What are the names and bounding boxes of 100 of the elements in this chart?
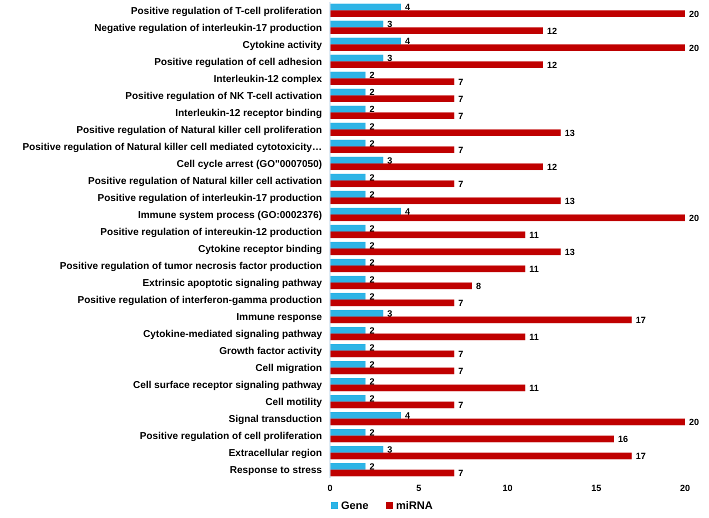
bar xyxy=(330,402,454,408)
bar xyxy=(330,384,526,392)
y-tick-label: Response to stress xyxy=(230,465,322,476)
data-label: 11 xyxy=(529,230,539,240)
y-tick-label: Growth factor activity xyxy=(219,346,322,358)
bar xyxy=(330,88,366,96)
y-tick-label: Positive regulation of Natural killer cell activation xyxy=(88,176,322,187)
data-label: 4 xyxy=(405,36,410,46)
y-tick-label: Positive regulation of tumor necrosis factor production xyxy=(60,261,322,272)
bar xyxy=(330,20,384,28)
data-label: 3 xyxy=(387,53,392,64)
y-tick-label: Positive regulation of intereukin-12 production xyxy=(100,226,322,238)
data-label: 13 xyxy=(564,196,575,206)
bar xyxy=(330,122,366,130)
y-tick-label: Positive regulation of cell adhesion xyxy=(154,56,322,68)
bar xyxy=(330,446,384,453)
bar xyxy=(330,180,454,188)
data-label: 7 xyxy=(458,110,464,121)
data-label: 16 xyxy=(618,434,628,444)
data-label: 20 xyxy=(689,417,700,428)
bar xyxy=(330,300,454,306)
bar xyxy=(330,174,366,180)
bar xyxy=(330,334,526,340)
legend-label: miRNA xyxy=(396,500,433,512)
data-label: 12 xyxy=(547,60,558,70)
data-label: 12 xyxy=(547,26,558,36)
data-label: 7 xyxy=(458,349,464,360)
y-tick-label: Positive regulation of interferon-gamma production xyxy=(78,295,322,306)
bar xyxy=(330,266,526,272)
data-label: 3 xyxy=(387,444,392,454)
data-label: 13 xyxy=(564,128,575,138)
bar xyxy=(330,231,526,238)
data-label: 2 xyxy=(370,291,375,302)
data-label: 7 xyxy=(458,468,464,478)
data-label: 2 xyxy=(370,172,375,182)
bar xyxy=(330,242,366,249)
bar xyxy=(330,224,366,232)
data-label: 2 xyxy=(370,393,375,404)
y-tick-label: Extrinsic apoptotic signaling pathway xyxy=(142,278,322,290)
data-label: 8 xyxy=(476,281,482,291)
data-label: 20 xyxy=(689,42,700,53)
data-label: 12 xyxy=(547,162,558,172)
bar xyxy=(330,292,366,300)
data-label: 7 xyxy=(458,76,464,87)
x-tick-label: 20 xyxy=(680,483,690,493)
bar xyxy=(330,54,384,62)
data-label: 2 xyxy=(370,104,375,114)
x-tick-label: 15 xyxy=(591,483,602,493)
data-label: 4 xyxy=(405,206,410,216)
data-label: 2 xyxy=(370,70,375,80)
bar xyxy=(330,38,401,44)
bar xyxy=(330,156,384,164)
bar xyxy=(330,106,366,112)
y-tick-label: Positive regulation of interleukin-17 production xyxy=(98,192,322,204)
data-label: 11 xyxy=(529,383,539,394)
y-tick-label: Positive regulation of Natural killer cell mediated cytotoxicity… xyxy=(22,142,322,153)
bar xyxy=(330,140,366,146)
y-tick-label: Cell migration xyxy=(255,363,322,374)
data-label: 2 xyxy=(370,461,375,472)
data-label: 2 xyxy=(370,121,375,132)
y-tick-label: Positive regulation of cell proliferation xyxy=(140,431,322,442)
y-tick-label: Negative regulation of interleukin-17 production xyxy=(94,22,322,34)
bar xyxy=(330,344,366,351)
bar xyxy=(330,78,454,86)
data-label: 4 xyxy=(405,410,410,420)
x-tick-label: 5 xyxy=(416,483,422,493)
bar xyxy=(330,412,401,419)
data-label: 2 xyxy=(370,359,375,370)
y-tick-label: Cytokine-mediated signaling pathway xyxy=(143,329,322,340)
data-label: 20 xyxy=(689,8,700,19)
bar xyxy=(330,258,366,266)
bar xyxy=(330,72,366,78)
bar xyxy=(330,282,472,290)
bar xyxy=(330,4,401,10)
bar xyxy=(330,190,366,198)
y-tick-label: Interleukin-12 complex xyxy=(214,74,322,85)
x-tick-label: 0 xyxy=(327,483,333,493)
bar xyxy=(330,248,561,256)
data-label: 2 xyxy=(370,342,375,352)
data-label: 2 xyxy=(370,427,375,438)
bar xyxy=(330,360,366,368)
y-tick-label: Immune response xyxy=(236,312,322,324)
data-label: 2 xyxy=(370,240,375,250)
bar xyxy=(330,436,614,442)
data-label: 7 xyxy=(458,366,464,376)
y-tick-label: Extracellular region xyxy=(228,448,322,460)
y-tick-label: Cytokine receptor binding xyxy=(198,244,322,256)
x-tick-label: 10 xyxy=(502,483,513,493)
data-label: 3 xyxy=(387,155,392,166)
legend-label: Gene xyxy=(341,500,369,512)
data-label: 2 xyxy=(370,138,375,148)
data-label: 7 xyxy=(458,400,464,410)
data-label: 4 xyxy=(405,2,410,12)
bar xyxy=(330,418,685,426)
data-label: 13 xyxy=(564,246,575,257)
y-tick-label: Cell cycle arrest (GO"0007050) xyxy=(176,158,322,170)
bar xyxy=(330,429,366,436)
data-label: 17 xyxy=(636,451,646,462)
data-label: 7 xyxy=(458,178,464,189)
bar xyxy=(330,470,454,476)
